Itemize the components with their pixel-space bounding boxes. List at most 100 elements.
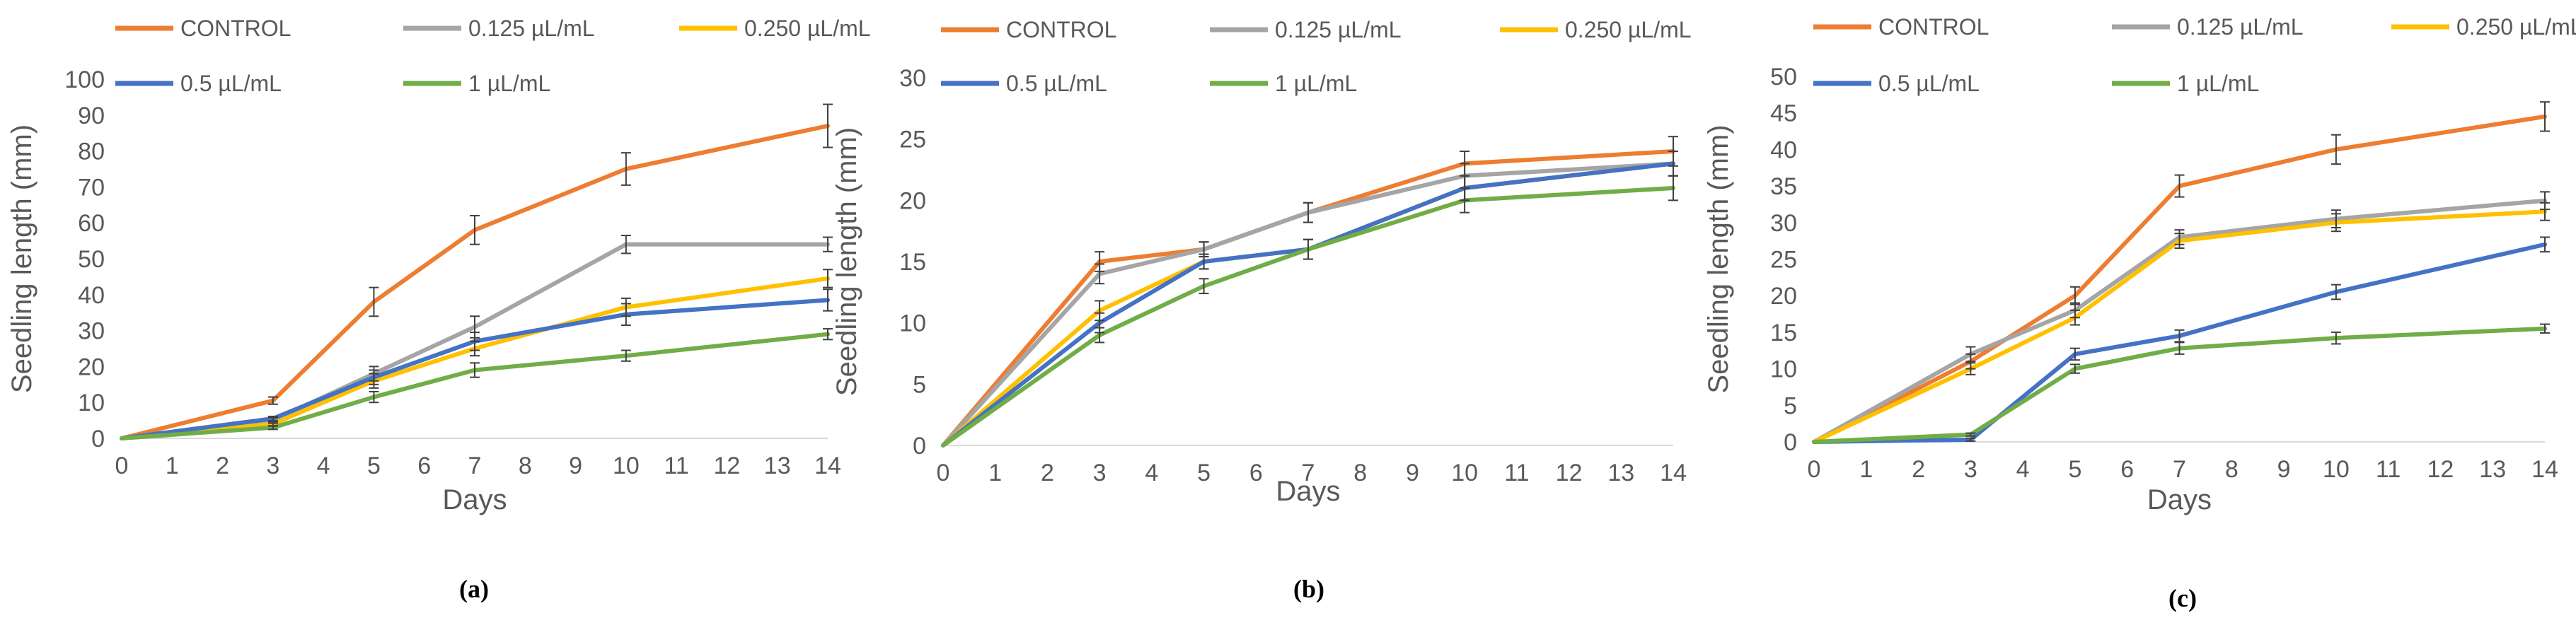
y-tick-label: 10 bbox=[1770, 356, 1797, 383]
panel-label: (c) bbox=[2168, 584, 2197, 612]
x-tick-label: 5 bbox=[367, 452, 381, 479]
x-tick-label: 7 bbox=[1302, 460, 1315, 486]
x-tick-label: 5 bbox=[1197, 460, 1211, 486]
y-tick-label: 40 bbox=[78, 282, 105, 309]
x-tick-label: 13 bbox=[1607, 460, 1634, 486]
x-tick-label: 2 bbox=[1912, 456, 1925, 483]
x-tick-label: 8 bbox=[2225, 456, 2239, 483]
x-tick-label: 12 bbox=[2427, 456, 2454, 483]
x-tick-label: 3 bbox=[1964, 456, 1977, 483]
x-tick-label: 1 bbox=[1859, 456, 1873, 483]
x-tick-label: 10 bbox=[2323, 456, 2350, 483]
x-tick-label: 7 bbox=[2173, 456, 2186, 483]
y-tick-label: 5 bbox=[913, 371, 926, 398]
series-line bbox=[120, 124, 830, 440]
x-tick-label: 2 bbox=[216, 452, 229, 479]
y-tick-label: 15 bbox=[1770, 320, 1797, 346]
y-tick-label: 20 bbox=[1770, 283, 1797, 310]
y-tick-label: 35 bbox=[1770, 173, 1797, 200]
series-line bbox=[1812, 242, 2547, 444]
x-tick-label: 2 bbox=[1041, 460, 1054, 486]
legend-entry: CONTROL bbox=[1878, 14, 1989, 40]
y-tick-label: 5 bbox=[1784, 392, 1797, 419]
x-tick-label: 11 bbox=[2376, 456, 2401, 483]
y-axis-title: Seedling length (mm) bbox=[6, 124, 37, 393]
series-line bbox=[941, 161, 1675, 448]
x-tick-label: 0 bbox=[1808, 456, 1821, 483]
y-tick-label: 30 bbox=[1770, 210, 1797, 237]
series-line bbox=[120, 276, 830, 440]
x-tick-label: 1 bbox=[988, 460, 1002, 486]
y-tick-label: 30 bbox=[78, 318, 105, 345]
x-tick-label: 13 bbox=[2479, 456, 2506, 483]
legend-entry: 0.125 µL/mL bbox=[2177, 14, 2304, 40]
series-line bbox=[1812, 209, 2547, 444]
y-tick-label: 20 bbox=[78, 353, 105, 380]
legend-entry: 1 µL/mL bbox=[1275, 71, 1357, 96]
x-tick-label: 11 bbox=[664, 452, 688, 479]
y-tick-label: 10 bbox=[899, 310, 926, 337]
y-tick-label: 80 bbox=[78, 139, 105, 165]
y-tick-label: 50 bbox=[1770, 64, 1797, 90]
y-tick-label: 70 bbox=[78, 174, 105, 201]
y-tick-label: 0 bbox=[91, 426, 105, 452]
panel-label: (a) bbox=[459, 575, 489, 603]
x-tick-label: 0 bbox=[937, 460, 950, 486]
x-tick-label: 4 bbox=[1145, 460, 1158, 486]
legend-entry: 0.125 µL/mL bbox=[468, 16, 595, 41]
legend-entry: 0.250 µL/mL bbox=[744, 16, 871, 41]
y-tick-label: 20 bbox=[899, 187, 926, 214]
series-line bbox=[941, 161, 1675, 448]
x-tick-label: 9 bbox=[2277, 456, 2291, 483]
y-tick-label: 45 bbox=[1770, 100, 1797, 127]
x-tick-label: 9 bbox=[569, 452, 582, 479]
y-axis-title: Seedling length (mm) bbox=[831, 127, 862, 396]
legend-entry: 0.5 µL/mL bbox=[180, 71, 282, 96]
x-tick-label: 6 bbox=[417, 452, 431, 479]
series-line bbox=[941, 186, 1675, 448]
x-tick-label: 3 bbox=[1093, 460, 1107, 486]
x-tick-label: 8 bbox=[519, 452, 532, 479]
series-line bbox=[1812, 114, 2547, 444]
y-tick-label: 10 bbox=[78, 390, 105, 416]
x-tick-label: 7 bbox=[468, 452, 482, 479]
legend-entry: 0.5 µL/mL bbox=[1878, 71, 1980, 96]
legend-entry: CONTROL bbox=[180, 16, 291, 41]
legend-entry: 0.250 µL/mL bbox=[2456, 14, 2576, 40]
y-tick-label: 25 bbox=[899, 127, 926, 153]
x-axis-title: Days bbox=[2147, 484, 2212, 515]
x-tick-label: 6 bbox=[1249, 460, 1263, 486]
x-tick-label: 10 bbox=[613, 452, 640, 479]
y-axis-title: Seedling length (mm) bbox=[1703, 124, 1734, 393]
x-tick-label: 14 bbox=[814, 452, 841, 479]
x-tick-label: 12 bbox=[1556, 460, 1583, 486]
x-tick-label: 3 bbox=[266, 452, 279, 479]
x-tick-label: 13 bbox=[764, 452, 791, 479]
series-line bbox=[120, 332, 830, 440]
x-tick-label: 4 bbox=[317, 452, 330, 479]
series-line bbox=[1812, 326, 2547, 444]
panel-label: (b) bbox=[1293, 575, 1324, 603]
x-axis-title: Days bbox=[1276, 476, 1340, 507]
series-line bbox=[1812, 198, 2547, 444]
x-tick-label: 12 bbox=[714, 452, 741, 479]
x-tick-label: 4 bbox=[2016, 456, 2030, 483]
y-tick-label: 30 bbox=[899, 65, 926, 92]
x-tick-label: 5 bbox=[2068, 456, 2081, 483]
legend-entry: CONTROL bbox=[1006, 17, 1116, 42]
y-tick-label: 25 bbox=[1770, 247, 1797, 274]
legend-entry: 0.250 µL/mL bbox=[1565, 17, 1692, 42]
x-tick-label: 1 bbox=[166, 452, 179, 479]
x-tick-label: 9 bbox=[1406, 460, 1419, 486]
x-tick-label: 10 bbox=[1451, 460, 1478, 486]
y-tick-label: 0 bbox=[913, 433, 926, 460]
x-tick-label: 6 bbox=[2120, 456, 2134, 483]
x-axis-title: Days bbox=[442, 484, 507, 515]
x-tick-label: 14 bbox=[2531, 456, 2558, 483]
x-tick-label: 0 bbox=[115, 452, 129, 479]
x-tick-label: 11 bbox=[1504, 460, 1529, 486]
